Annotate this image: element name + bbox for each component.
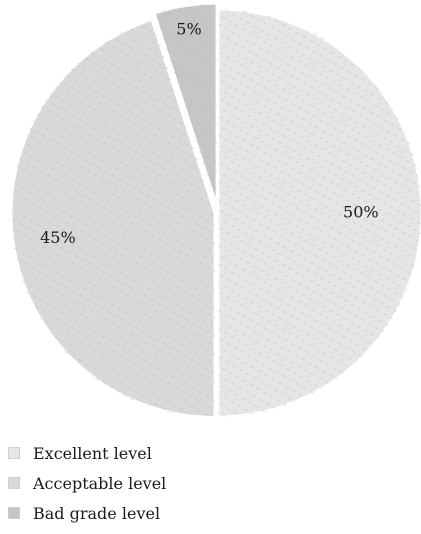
- pie-slice-acceptable: [9, 17, 217, 419]
- legend-label-bad-grade: Bad grade level: [33, 503, 161, 523]
- legend-label-acceptable: Acceptable level: [33, 473, 167, 493]
- legend-swatch-excellent: [8, 447, 20, 459]
- pie-slice-hatch-bad-grade: [154, 3, 218, 208]
- pie-labels: 50% 45% 5%: [40, 19, 378, 247]
- legend-swatch-acceptable: [8, 477, 20, 489]
- pie-chart: 50% 45% 5%: [9, 1, 421, 419]
- pie-slice-hatch-acceptable: [11, 19, 216, 418]
- pie-slice-hatch-excellent: [218, 9, 421, 417]
- legend-label-excellent: Excellent level: [33, 443, 152, 463]
- pie-label-excellent: 50%: [343, 203, 379, 222]
- legend-item-bad-grade: Bad grade level: [8, 503, 408, 523]
- pie-slices: [9, 1, 421, 419]
- pie-label-acceptable: 45%: [40, 228, 76, 247]
- pie-slice-excellent: [216, 7, 421, 419]
- pie-label-bad-grade: 5%: [176, 19, 201, 38]
- legend: Excellent level Acceptable level Bad gra…: [8, 443, 408, 533]
- pie-slice-bad-grade: [152, 1, 219, 208]
- legend-item-acceptable: Acceptable level: [8, 473, 408, 493]
- legend-swatch-bad-grade: [8, 507, 20, 519]
- legend-item-excellent: Excellent level: [8, 443, 408, 463]
